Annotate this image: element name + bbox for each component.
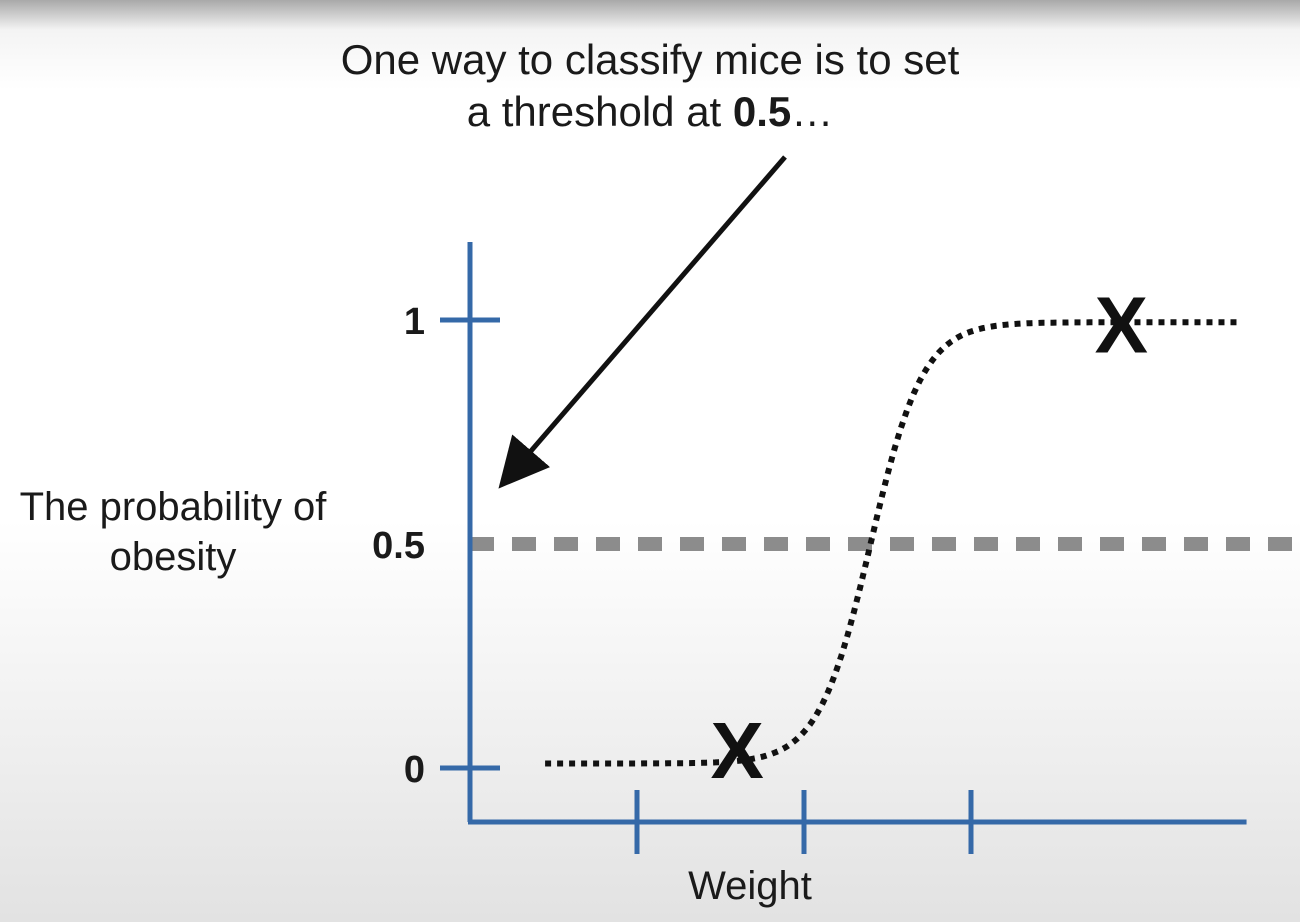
annotation-text-part: One way to classify mice is to set a thr… bbox=[340, 36, 960, 135]
data-point-2: X bbox=[1095, 280, 1148, 369]
annotation-threshold-value: 0.5 bbox=[732, 88, 792, 135]
data-point-1: X bbox=[711, 706, 764, 795]
y-tick-label-0: 0 bbox=[404, 749, 425, 791]
annotation-text: One way to classify mice is to set a thr… bbox=[330, 34, 970, 138]
y-tick-label-0-5: 0.5 bbox=[372, 525, 425, 567]
annotation-ellipsis: … bbox=[791, 88, 834, 135]
probability-curve bbox=[545, 319, 1239, 767]
y-tick-label-1: 1 bbox=[404, 301, 425, 343]
y-axis-label: The probability of obesity bbox=[19, 485, 327, 579]
x-axis-label: Weight bbox=[688, 864, 812, 908]
annotation-arrow bbox=[498, 155, 787, 489]
